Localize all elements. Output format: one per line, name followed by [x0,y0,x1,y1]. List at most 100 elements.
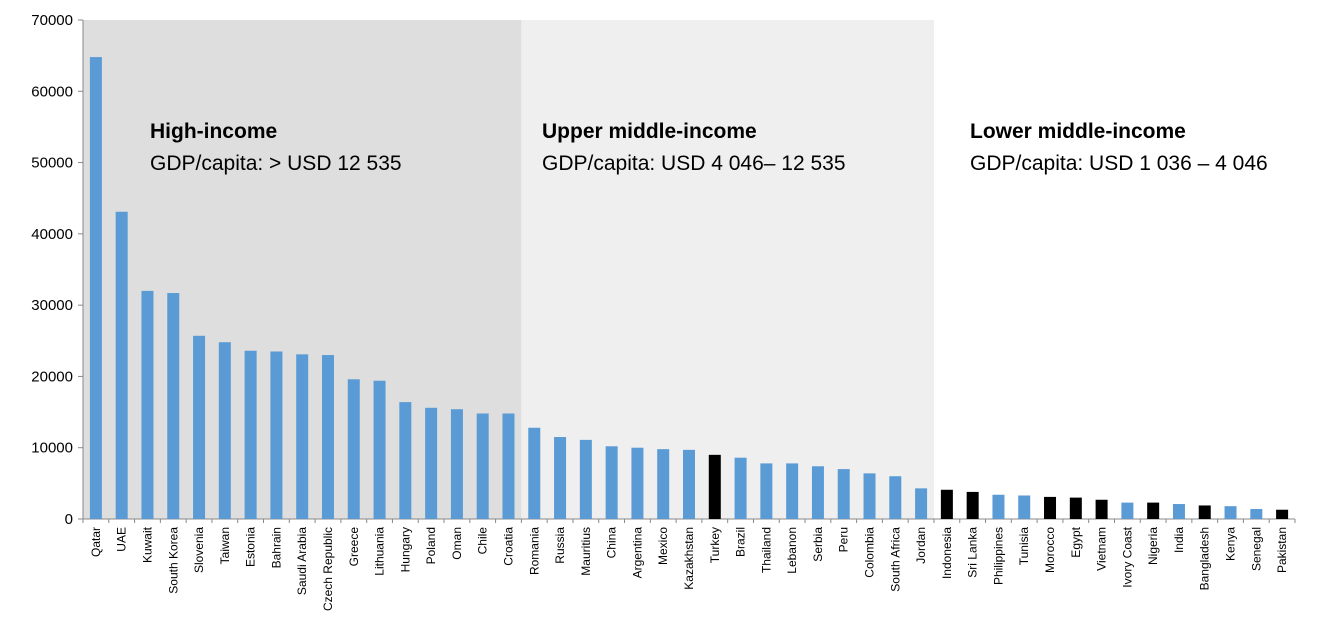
x-tick-label: South Korea [166,527,180,594]
x-tick-label: Kazakhstan [682,527,696,590]
bar-egypt [1069,497,1082,519]
bar-estonia [244,350,257,519]
bar-slovenia [193,335,206,519]
bar-peru [837,469,850,519]
bar-russia [554,437,567,519]
region-title: Lower middle-income [970,120,1186,143]
bar-hungary [399,402,412,519]
y-tick-label: 30000 [31,297,73,314]
x-tick-label: Greece [347,527,361,567]
region-title: High-income [150,120,277,143]
x-tick-label: Jordan [914,527,928,564]
bar-china [605,446,618,519]
bar-croatia [502,413,515,519]
x-tick-label: Brazil [734,527,748,557]
x-tick-label: Indonesia [940,527,954,579]
bar-saudi-arabia [296,354,309,519]
x-tick-label: India [1172,527,1186,553]
bar-oman [450,409,463,519]
bar-romania [528,427,541,519]
x-tick-label: Turkey [708,527,722,563]
x-tick-label: Taiwan [218,527,232,564]
x-tick-label: Ivory Coast [1120,526,1134,587]
y-tick-label: 70000 [31,12,73,29]
x-tick-label: Thailand [759,527,773,573]
x-tick-label: Peru [837,527,851,552]
bar-nigeria [1147,502,1160,519]
bar-brazil [734,457,747,519]
x-tick-label: Senegal [1249,527,1263,571]
x-tick-label: Morocco [1043,527,1057,573]
x-tick-label: China [605,527,619,559]
x-tick-label: Slovenia [192,527,206,573]
y-tick-label: 40000 [31,226,73,243]
x-tick-label: Bangladesh [1198,527,1212,590]
y-tick-label: 10000 [31,440,73,457]
x-tick-label: Tunisia [1017,527,1031,566]
bar-morocco [1044,496,1057,519]
bar-colombia [863,473,876,519]
bar-lithuania [373,380,386,519]
bar-mexico [657,449,670,519]
bar-south-korea [167,293,180,519]
x-tick-label: Colombia [863,527,877,578]
bar-mauritius [579,439,592,519]
x-tick-label: Russia [553,527,567,564]
bar-uae [115,211,128,519]
bar-india [1172,504,1185,519]
y-tick-label: 50000 [31,155,73,172]
bar-kuwait [141,290,154,519]
bar-pakistan [1276,509,1289,519]
x-tick-label: Chile [476,527,490,555]
y-tick-label: 0 [65,511,73,528]
x-tick-label: Romania [527,527,541,575]
bar-south-africa [889,476,902,519]
x-tick-label: Argentina [630,527,644,579]
region-subtitle: GDP/capita: > USD 12 535 [150,152,402,175]
bar-greece [347,379,360,519]
x-tick-label: UAE [115,527,129,552]
bar-vietnam [1095,499,1108,519]
bar-poland [425,407,438,519]
region-subtitle: GDP/capita: USD 4 046– 12 535 [542,152,846,175]
x-tick-label: Hungary [398,527,412,572]
bar-jordan [915,488,928,519]
region-background-2 [521,20,934,519]
x-tick-label: Bahrain [269,527,283,568]
x-tick-label: Mexico [656,527,670,565]
x-tick-label: Kenya [1224,527,1238,561]
x-tick-label: Sri Lanka [966,527,980,578]
bar-serbia [811,466,824,519]
bar-argentina [631,447,644,519]
bar-thailand [760,463,773,519]
bar-tunisia [1018,495,1031,519]
region-title: Upper middle-income [542,120,757,143]
x-tick-label: Estonia [244,527,258,567]
x-tick-label: Oman [450,527,464,560]
bar-taiwan [218,342,231,519]
x-tick-label: Poland [424,527,438,564]
bar-turkey [708,454,721,519]
bar-chile [476,413,489,519]
y-tick-label: 20000 [31,368,73,385]
bar-kenya [1224,506,1237,519]
bar-senegal [1250,509,1263,519]
x-tick-label: Vietnam [1095,527,1109,571]
x-tick-label: Qatar [89,527,103,557]
region-subtitle: GDP/capita: USD 1 036 – 4 046 [970,152,1268,175]
x-tick-label: Kuwait [140,526,154,563]
bar-lebanon [786,463,799,519]
x-tick-label: Croatia [501,527,515,566]
bar-bahrain [270,351,283,519]
bar-sri-lanka [966,491,979,519]
bar-kazakhstan [683,449,695,519]
x-tick-label: Saudi Arabia [295,527,309,595]
y-tick-label: 60000 [31,83,73,100]
bar-ivory-coast [1121,502,1134,519]
x-tick-label: South Africa [888,527,902,592]
bar-qatar [89,57,102,519]
x-tick-label: Nigeria [1146,527,1160,565]
x-tick-label: Egypt [1069,526,1083,557]
x-tick-label: Lebanon [785,527,799,574]
